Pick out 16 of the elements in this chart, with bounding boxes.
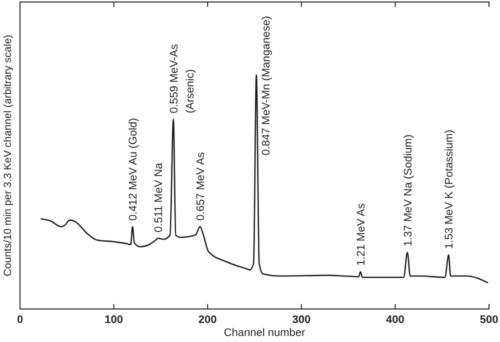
y-axis-title: Counts/10 min per 3.3 KeV channel (arbitrary scale) bbox=[2, 34, 14, 276]
x-tick-label: 100 bbox=[104, 314, 123, 326]
x-tick-label: 500 bbox=[480, 314, 498, 326]
annotation: 1.21 MeV As bbox=[355, 202, 368, 266]
annotation: 1.37 MeV Na (Sodium) bbox=[402, 134, 414, 246]
annotation: 0.559 MeV-As (Arsenic) bbox=[168, 44, 196, 114]
annotation: 0.847 MeV-Mn (Manganese) bbox=[260, 16, 272, 156]
annotation: 0.511 MeV Na bbox=[152, 162, 165, 232]
annotation: 0.412 MeV Au (Gold) bbox=[128, 118, 140, 221]
x-tick-label: 200 bbox=[198, 314, 217, 326]
x-axis-title: Channel number bbox=[224, 327, 306, 339]
annotation: 0.657 MeV As bbox=[195, 152, 208, 221]
x-tick-label: 400 bbox=[386, 314, 404, 326]
x-tick-label: 0 bbox=[16, 314, 24, 326]
annotation: 1.53 MeV K (Potassium) bbox=[444, 130, 456, 249]
x-tick-label: 300 bbox=[292, 314, 311, 326]
